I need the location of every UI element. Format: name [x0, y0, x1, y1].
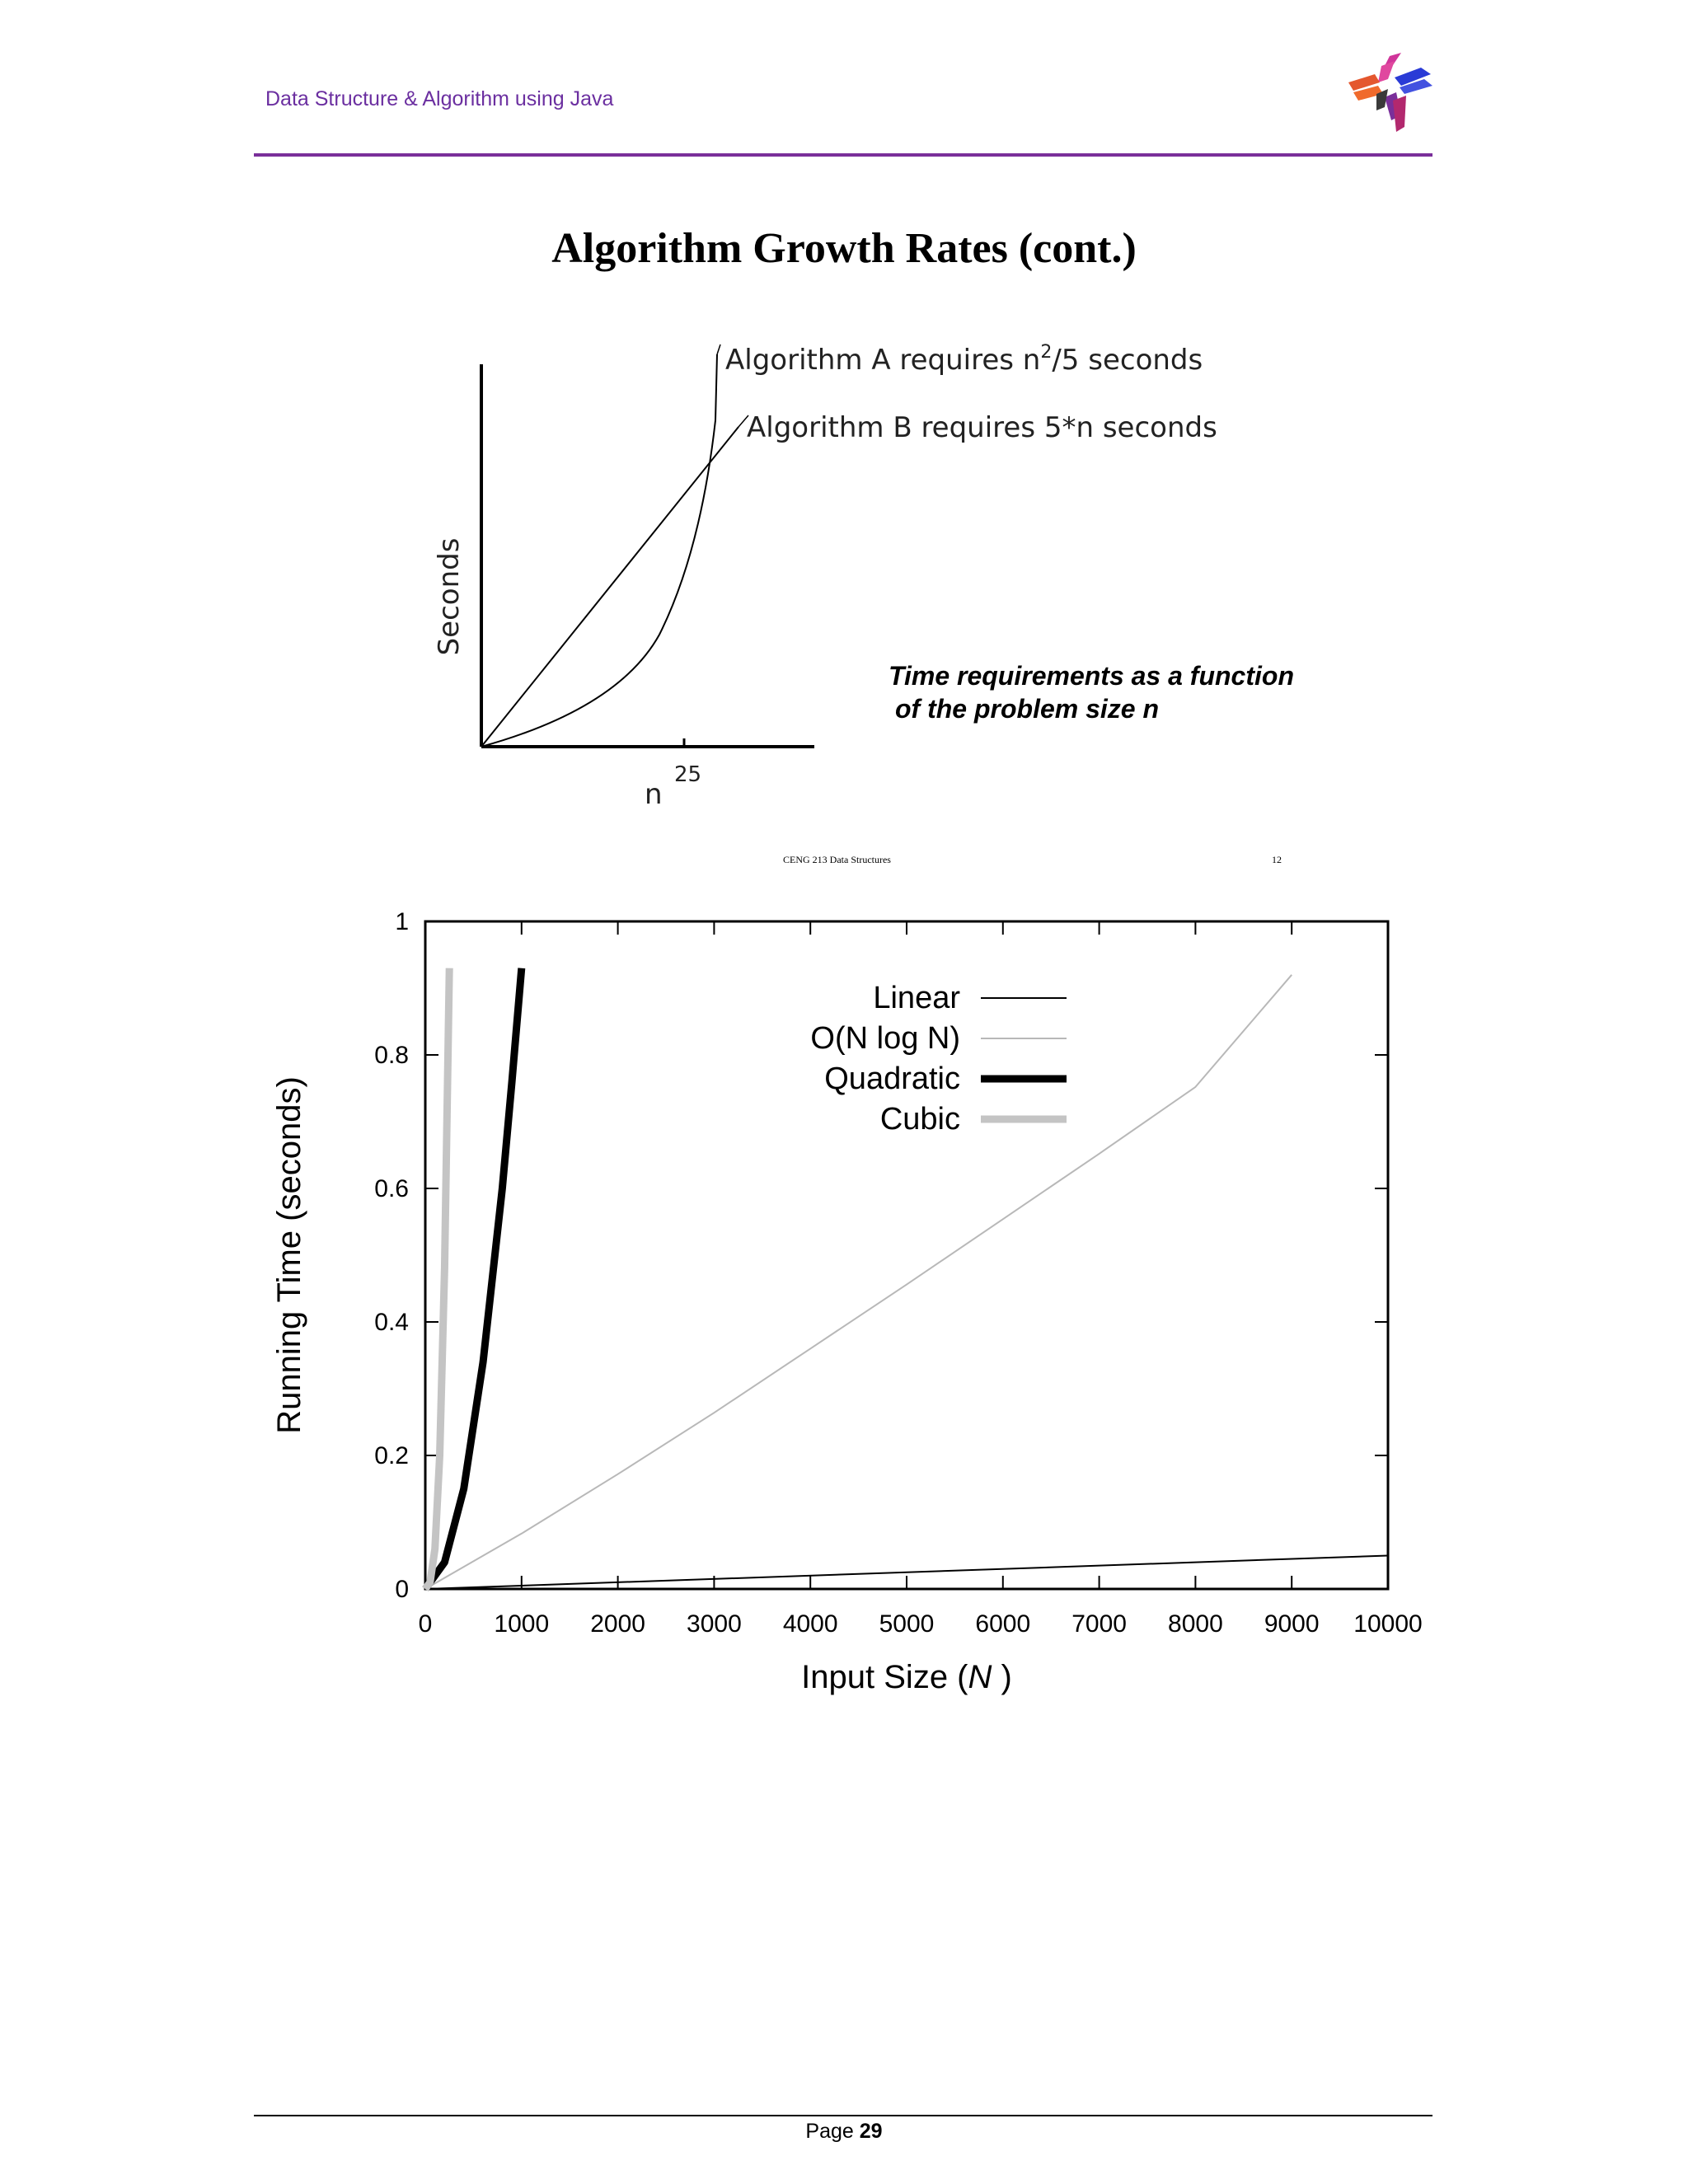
x-tick-label: 3000: [687, 1610, 742, 1638]
x-tick-label: 0: [419, 1610, 433, 1638]
caption-line-2: of the problem size n: [895, 694, 1160, 724]
x-tick-label: 2000: [590, 1610, 645, 1638]
y-tick-label: 0.2: [374, 1442, 409, 1469]
slide-footer-number: 12: [1272, 854, 1282, 865]
y-tick-label: 0.8: [374, 1042, 409, 1069]
figure1-caption: Time requirements as a function of the p…: [889, 659, 1294, 725]
legend-label: Linear: [873, 981, 960, 1015]
curve-a-label: Algorithm A requires n2/5 seconds: [725, 342, 1203, 377]
curve-b-line: [481, 426, 739, 748]
series-line-linear: [424, 1554, 1389, 1590]
y-tick-label: 0: [395, 1576, 409, 1603]
slide-title: Algorithm Growth Rates (cont.): [551, 225, 1137, 272]
series-line-o-n-log-n-: [424, 974, 1292, 1590]
legend-label: Cubic: [880, 1102, 960, 1137]
caption-line-1: Time requirements as a function: [889, 661, 1294, 691]
x-tick-label: 9000: [1264, 1610, 1320, 1638]
figure1-x-tick-label: 25: [674, 762, 701, 787]
x-tick-label: 1000: [494, 1610, 549, 1638]
growth-comparison-figure: Algorithm A requires n2/5 seconds Algori…: [433, 342, 1217, 811]
logo-icon: [1348, 53, 1432, 132]
y-tick-label: 0.4: [374, 1309, 409, 1336]
y-tick-label: 1: [395, 908, 409, 935]
x-axis-label: Input Size (N ): [801, 1659, 1012, 1695]
figure1-x-axis-label: n: [645, 778, 663, 811]
x-tick-label: 6000: [975, 1610, 1030, 1638]
x-tick-label: 7000: [1071, 1610, 1127, 1638]
y-axis-label: Running Time (seconds): [271, 1076, 307, 1434]
curve-a-line: [481, 354, 718, 748]
figure1-y-axis-label: Seconds: [433, 538, 466, 656]
page-number: Page 29: [805, 2120, 883, 2143]
x-tick-label: 10000: [1353, 1610, 1422, 1638]
x-tick-label: 8000: [1168, 1610, 1223, 1638]
series-line-cubic: [422, 968, 453, 1591]
legend-label: O(N log N): [810, 1021, 960, 1056]
series-line-quadratic: [422, 968, 526, 1591]
running-time-chart: 0 1000 2000 3000 4000 5000 6000 7000 8000 9000 100…: [271, 908, 1423, 1695]
x-tick-label: 5000: [879, 1610, 935, 1638]
curve-b-label: Algorithm B requires 5*n seconds: [747, 411, 1217, 444]
curve-a-leader: [716, 344, 721, 355]
document-header-title: Data Structure & Algorithm using Java: [265, 87, 614, 110]
footer-divider: [254, 2115, 1432, 2116]
y-tick-label: 0.6: [374, 1175, 409, 1202]
legend-label: Quadratic: [824, 1062, 960, 1096]
slide-footer-course: CENG 213 Data Structures: [783, 854, 891, 865]
header-divider: [254, 153, 1432, 157]
x-tick-label: 4000: [783, 1610, 838, 1638]
curve-b-leader: [738, 415, 749, 428]
